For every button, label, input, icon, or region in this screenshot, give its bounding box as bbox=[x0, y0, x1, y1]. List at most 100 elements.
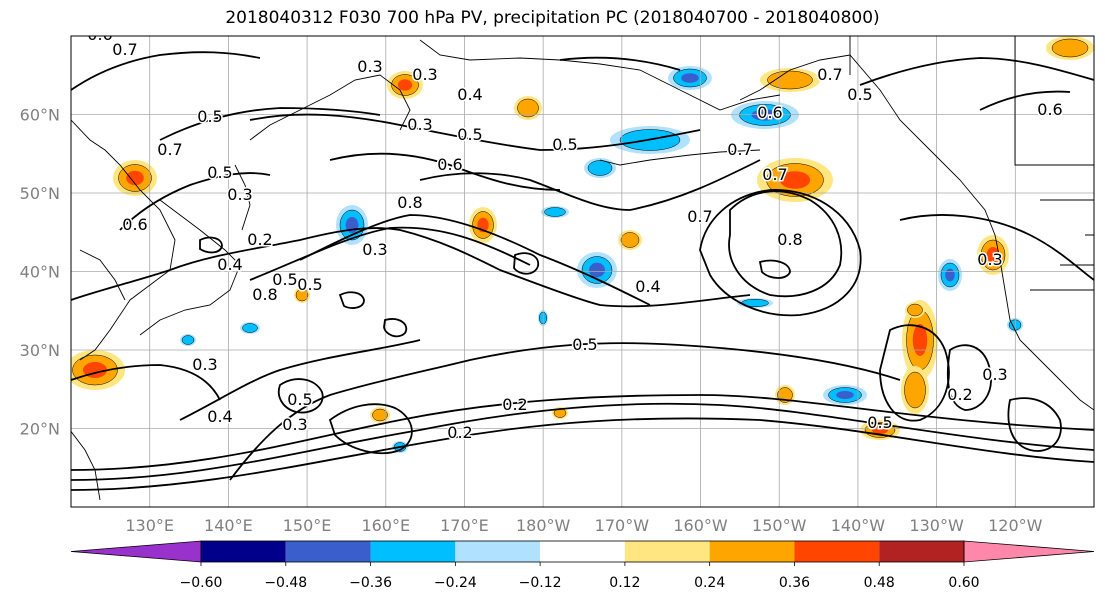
precipitation-cell bbox=[618, 230, 642, 250]
pv-contour bbox=[71, 364, 221, 401]
contour-label-layer: 0.60.70.50.70.50.30.60.20.40.5 0.50.60.80… bbox=[86, 25, 1064, 444]
pv-contour bbox=[229, 342, 901, 481]
precipitation-cell bbox=[113, 160, 157, 196]
contour-label: 0.3 bbox=[977, 250, 1002, 269]
contour-label: 0.5 bbox=[197, 107, 222, 126]
pv-contour bbox=[249, 113, 701, 151]
coastline bbox=[79, 249, 126, 301]
colorbar-segment bbox=[709, 541, 795, 562]
contour-label: 0.5 bbox=[297, 275, 322, 294]
pv-contour-layer bbox=[71, 51, 1094, 491]
colorbar-extend-high bbox=[963, 540, 1095, 563]
contour-label: 0.3 bbox=[412, 65, 437, 84]
contour-label: 0.8 bbox=[777, 230, 802, 249]
precipitation-cell bbox=[294, 287, 310, 303]
pv-contour bbox=[513, 252, 540, 275]
contour-label: 0.7 bbox=[687, 207, 712, 226]
pv-contour bbox=[199, 236, 223, 254]
colorbar-tick-label: 0.12 bbox=[609, 575, 640, 591]
precipitation-cell bbox=[668, 66, 712, 90]
contour-label: 0.3 bbox=[982, 365, 1007, 384]
latitude-labels: 60°N 50°N 40°N 30°N 20°N bbox=[20, 106, 60, 439]
colorbar-segment bbox=[624, 541, 710, 562]
contour-label: 0.7 bbox=[817, 65, 842, 84]
longitude-label: 160°E bbox=[361, 516, 410, 535]
pv-contour bbox=[879, 324, 950, 422]
pv-contour bbox=[71, 51, 261, 91]
longitude-label: 120°W bbox=[988, 516, 1043, 535]
figure-title: 2018040312 F030 700 hPa PV, precipitatio… bbox=[225, 8, 880, 28]
precipitation-cell bbox=[905, 302, 925, 318]
colorbar-tick-label: 0.48 bbox=[864, 575, 895, 591]
longitude-label: 180°W bbox=[516, 516, 571, 535]
pv-contour bbox=[699, 189, 862, 317]
latitude-label: 20°N bbox=[20, 420, 60, 439]
pv-contour bbox=[179, 339, 421, 421]
contour-label: 0.5 bbox=[552, 135, 577, 154]
pv-contour bbox=[71, 417, 1094, 491]
colorbar-tick-label: 0.24 bbox=[694, 575, 725, 591]
longitude-label: 130°E bbox=[125, 516, 174, 535]
latitude-label: 50°N bbox=[20, 184, 60, 203]
coastline bbox=[849, 36, 1094, 166]
precipitation-cell bbox=[514, 96, 542, 120]
contour-label: 0.6 bbox=[122, 215, 147, 234]
map-frame bbox=[70, 35, 1095, 508]
pv-contour bbox=[338, 291, 365, 309]
coastline bbox=[739, 54, 1094, 411]
pv-contour bbox=[71, 394, 1094, 471]
contour-label: 0.3 bbox=[362, 240, 387, 259]
precipitation-cell bbox=[541, 206, 569, 218]
pv-contour bbox=[159, 107, 381, 141]
longitude-label: 170°W bbox=[595, 516, 650, 535]
contour-label: 0.4 bbox=[207, 407, 232, 426]
contour-label: 0.4 bbox=[457, 85, 482, 104]
precipitation-cell bbox=[370, 407, 390, 423]
pv-contour bbox=[859, 57, 1094, 86]
pv-contour bbox=[299, 214, 651, 306]
precipitation-cell bbox=[240, 322, 260, 334]
longitude-label: 140°E bbox=[204, 516, 253, 535]
contour-label: 0.2 bbox=[447, 423, 472, 442]
colorbar-segment bbox=[540, 541, 625, 562]
coastline bbox=[71, 119, 176, 361]
pv-contour bbox=[249, 226, 531, 281]
precipitation-cell bbox=[180, 334, 196, 346]
contour-label: 0.4 bbox=[635, 277, 660, 296]
colorbar-tick-label: −0.24 bbox=[434, 575, 477, 591]
pv-contour bbox=[328, 403, 413, 454]
pv-contour bbox=[899, 214, 1094, 281]
contour-label: 0.6 bbox=[757, 103, 782, 122]
coastline bbox=[71, 430, 101, 501]
colorbar-segment bbox=[794, 541, 880, 562]
pv-contour bbox=[329, 152, 561, 191]
contour-label: 0.5 bbox=[272, 270, 297, 289]
coastline-layer bbox=[71, 36, 1094, 501]
latitude-label: 40°N bbox=[20, 263, 60, 282]
colorbar-segment bbox=[285, 541, 371, 562]
contour-label: 0.3 bbox=[227, 185, 252, 204]
longitude-label: 160°W bbox=[673, 516, 728, 535]
contour-label: 0.6 bbox=[87, 25, 112, 44]
colorbar-tick-label: 0.60 bbox=[948, 575, 979, 591]
precipitation-cell bbox=[731, 101, 799, 129]
map-area: 0.60.70.50.70.50.30.60.20.40.5 0.50.60.80… bbox=[71, 25, 1094, 507]
pv-contour bbox=[946, 344, 992, 411]
longitude-label: 150°E bbox=[283, 516, 332, 535]
contour-label: 0.6 bbox=[437, 155, 462, 174]
colorbar-segment bbox=[370, 541, 456, 562]
colorbar: −0.60 −0.48 −0.36 −0.24 −0.12 0.12 0.24 0.36 0.4… bbox=[70, 540, 1095, 591]
coastline bbox=[1030, 199, 1094, 291]
pv-contour bbox=[119, 172, 271, 231]
colorbar-tick-label: −0.60 bbox=[180, 575, 223, 591]
longitude-labels: 130°E 140°E 150°E 160°E 170°E 180°W 170°W 160°W… bbox=[125, 516, 1042, 535]
contour-label: 0.3 bbox=[357, 57, 382, 76]
latitude-label: 30°N bbox=[20, 341, 60, 360]
contour-label: 0.5 bbox=[207, 163, 232, 182]
precipitation-cell bbox=[577, 252, 617, 288]
pv-contour bbox=[383, 318, 408, 338]
precipitation-cell bbox=[584, 158, 616, 178]
contour-label: 0.8 bbox=[397, 193, 422, 212]
coastline bbox=[419, 39, 781, 111]
contour-label: 0.8 bbox=[252, 285, 277, 304]
